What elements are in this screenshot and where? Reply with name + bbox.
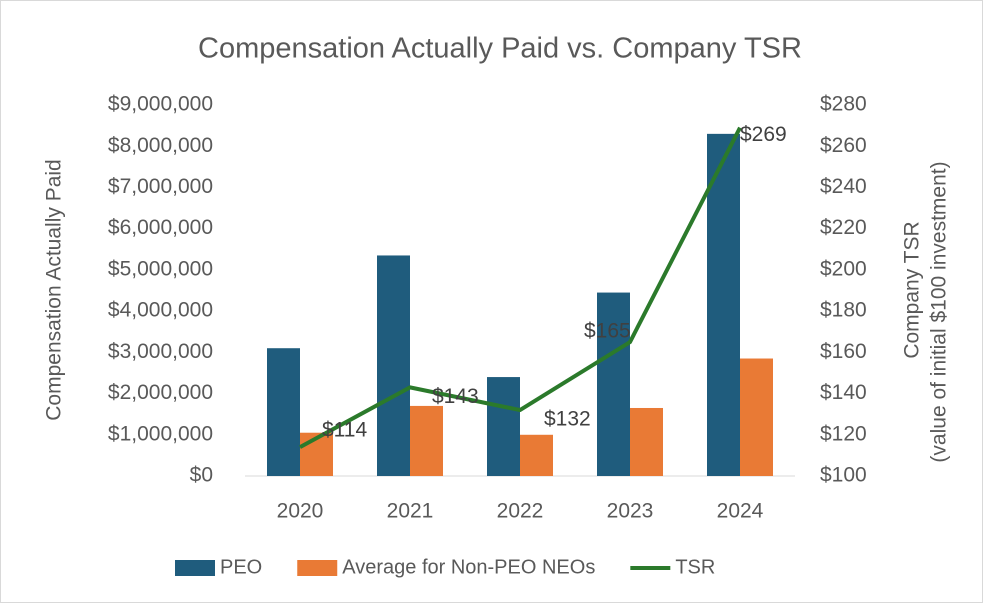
bar (267, 348, 300, 476)
y2-tick-label: $140 (820, 381, 867, 404)
y-tick-label: $5,000,000 (108, 257, 213, 280)
x-tick-label: 2021 (387, 500, 434, 523)
data-label: $114 (322, 419, 367, 442)
y-tick-label: $1,000,000 (108, 422, 213, 445)
data-label: $165 (584, 320, 631, 343)
bar (740, 358, 773, 476)
y-tick-label: $7,000,000 (108, 175, 213, 198)
chart-title: Compensation Actually Paid vs. Company T… (198, 33, 802, 65)
legend-label: PEO (220, 556, 262, 578)
line (299, 126, 742, 449)
data-label: $269 (740, 123, 787, 146)
bar (707, 133, 740, 476)
y-tick-label: $2,000,000 (108, 381, 213, 404)
x-tick-label: 2023 (607, 500, 654, 523)
bar (487, 377, 520, 476)
legend-swatch (297, 560, 338, 576)
y2-tick-label: $120 (820, 422, 867, 445)
legend-label: TSR (675, 556, 715, 578)
legend-swatch (175, 560, 215, 576)
data-label: $143 (432, 385, 479, 408)
y2-tick-label: $260 (820, 134, 867, 157)
bar (377, 255, 410, 476)
y2-tick-label: $220 (820, 216, 867, 239)
y-tick-label: $8,000,000 (108, 134, 213, 157)
bar (630, 407, 663, 476)
y-tick-label: $0 (190, 464, 213, 487)
y2-axis-title: Company TSR (901, 221, 924, 358)
bar (410, 405, 443, 476)
y2-tick-label: $180 (820, 299, 867, 322)
y2-tick-label: $160 (820, 340, 867, 363)
x-tick-label: 2020 (277, 500, 324, 523)
x-tick-label: 2024 (717, 500, 764, 523)
y-tick-label: $6,000,000 (108, 216, 213, 239)
y-tick-label: $4,000,000 (108, 299, 213, 322)
y-tick-label: $3,000,000 (108, 340, 213, 363)
y2-tick-label: $240 (820, 175, 867, 198)
y2-tick-label: $280 (820, 93, 867, 116)
bar (597, 292, 630, 476)
y2-tick-label: $200 (820, 257, 867, 280)
bar (520, 434, 553, 476)
y2-tick-label: $100 (820, 464, 867, 487)
y2-axis-title: (value of initial $100 investment) (928, 161, 951, 462)
legend-label: Average for Non-PEO NEOs (342, 556, 595, 578)
data-label: $132 (544, 408, 591, 431)
x-tick-label: 2022 (497, 500, 544, 523)
y-tick-label: $9,000,000 (108, 93, 213, 116)
y-axis-title: Compensation Actually Paid (43, 159, 66, 421)
